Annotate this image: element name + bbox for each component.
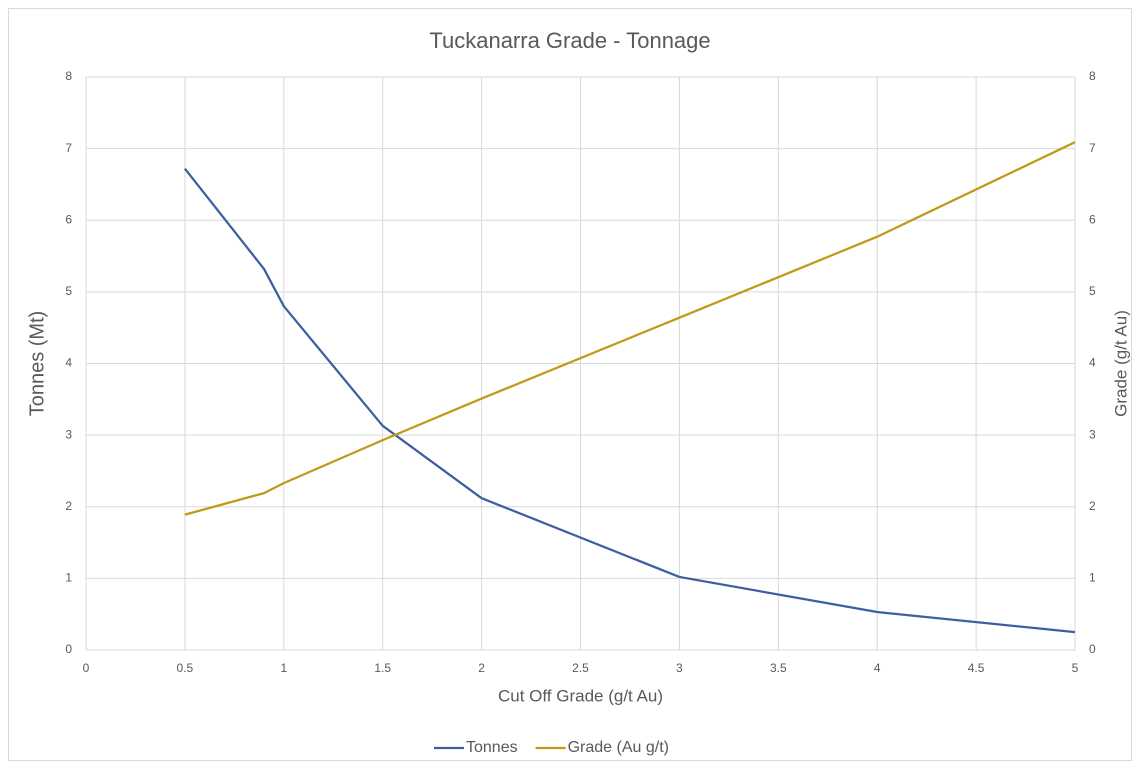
x-tick-label: 1	[280, 661, 287, 675]
y2-tick-label: 3	[1089, 427, 1096, 441]
x-tick-label: 4.5	[968, 661, 985, 675]
y2-tick-label: 8	[1089, 69, 1096, 83]
x-tick-label: 4	[874, 661, 881, 675]
x-tick-label: 0.5	[177, 661, 194, 675]
y-tick-label: 2	[65, 499, 72, 513]
legend-label: Tonnes	[466, 739, 518, 756]
y2-tick-label: 6	[1089, 212, 1096, 226]
x-tick-label: 3	[676, 661, 683, 675]
y-tick-label: 1	[65, 571, 72, 585]
y2-tick-label: 5	[1089, 284, 1096, 298]
x-tick-label: 2	[478, 661, 485, 675]
y-tick-label: 4	[65, 356, 72, 370]
y-tick-label: 7	[65, 141, 72, 155]
x-tick-label: 2.5	[572, 661, 589, 675]
y2-tick-label: 2	[1089, 499, 1096, 513]
x-tick-label: 0	[83, 661, 90, 675]
y2-tick-label: 7	[1089, 141, 1096, 155]
x-axis-title: Cut Off Grade (g/t Au)	[498, 686, 663, 705]
y-tick-label: 6	[65, 212, 72, 226]
y-axis-title: Tonnes (Mt)	[26, 311, 48, 417]
x-tick-label: 3.5	[770, 661, 787, 675]
y2-tick-label: 0	[1089, 642, 1096, 656]
y-tick-label: 8	[65, 69, 72, 83]
x-tick-label: 5	[1072, 661, 1079, 675]
y-tick-label: 5	[65, 284, 72, 298]
legend-label: Grade (Au g/t)	[568, 739, 669, 756]
y-tick-label: 3	[65, 427, 72, 441]
line-series	[184, 167, 1076, 634]
chart-title: Tuckanarra Grade - Tonnage	[429, 28, 710, 53]
y2-axis-title: Grade (g/t Au)	[1111, 310, 1130, 417]
chart-border	[8, 8, 1132, 761]
line-series	[184, 141, 1076, 516]
y2-tick-label: 4	[1089, 356, 1096, 370]
y-tick-label: 0	[65, 642, 72, 656]
x-tick-label: 1.5	[374, 661, 391, 675]
y2-tick-label: 1	[1089, 571, 1096, 585]
